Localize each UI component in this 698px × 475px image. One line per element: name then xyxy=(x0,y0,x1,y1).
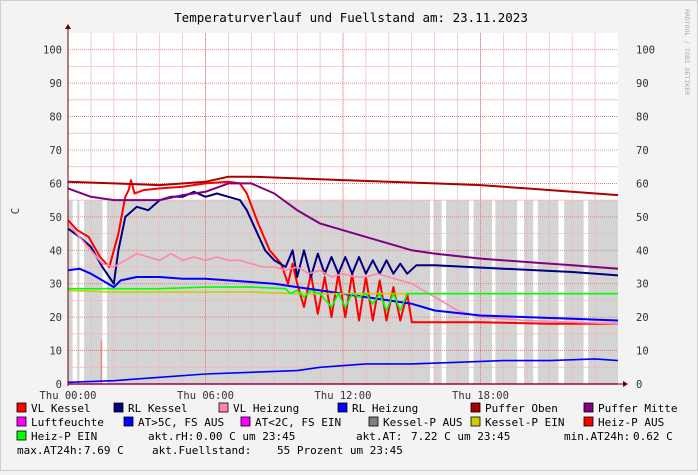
series-line xyxy=(67,175,619,197)
legend-swatch xyxy=(240,416,251,427)
y-axis-arrow xyxy=(65,24,71,29)
legend-swatch xyxy=(337,402,348,413)
legend-label: Puffer Oben xyxy=(485,402,558,415)
fill-level-area xyxy=(524,200,534,384)
status-value: 55 Prozent um 23:45 xyxy=(277,444,403,457)
legend-label: Luftfeuchte xyxy=(31,416,104,429)
y-tick-label-left: 0 xyxy=(56,379,62,391)
y-tick-label-right: 50 xyxy=(636,212,649,224)
status-value: 7.22 C um 23:45 xyxy=(411,430,510,443)
y-tick-label-left: 20 xyxy=(49,312,62,324)
y-tick-label-left: 30 xyxy=(49,279,62,291)
y-tick-label-right: 0 xyxy=(636,379,642,391)
fill-level-area xyxy=(433,200,442,384)
chart-title: Temperaturverlauf und Fuellstand am: 23.… xyxy=(174,10,528,25)
legend-label: RL Heizung xyxy=(352,402,418,415)
legend-label: Kessel-P EIN xyxy=(485,416,564,429)
fill-level-area xyxy=(473,200,492,384)
y-tick-label-left: 60 xyxy=(49,178,62,190)
fill-level-area xyxy=(564,200,584,384)
y-tick-label-right: 60 xyxy=(636,178,649,190)
legend-label: RL Kessel xyxy=(128,402,188,415)
legend-label: VL Kessel xyxy=(31,402,91,415)
series-line xyxy=(67,358,619,384)
status-value: 0.00 C um 23:45 xyxy=(196,430,295,443)
y-tick-label-right: 80 xyxy=(636,112,649,124)
y-tick-label-right: 20 xyxy=(636,312,649,324)
legend-swatch xyxy=(583,416,594,427)
fill-level-area xyxy=(495,200,518,384)
legend-label: Heiz-P AUS xyxy=(598,416,664,429)
status-label: akt.AT: xyxy=(356,430,402,443)
fill-level-area xyxy=(77,200,80,384)
fill-level-area xyxy=(68,200,73,384)
series-line xyxy=(67,179,618,325)
y-tick-label-left: 70 xyxy=(49,145,62,157)
y-tick-label-left: 40 xyxy=(49,245,62,257)
legend-label: AT<2C, FS EIN xyxy=(255,416,341,429)
fill-level-area xyxy=(588,200,618,384)
y-tick-label-right: 90 xyxy=(636,78,649,90)
series-line xyxy=(67,222,619,325)
status-value: 7.69 C xyxy=(84,444,124,457)
legend-label: AT>5C, FS AUS xyxy=(138,416,224,429)
y-tick-label-right: 40 xyxy=(636,245,649,257)
x-tick-label: Thu 12:00 xyxy=(315,390,372,402)
status-label: max.AT24h: xyxy=(17,444,83,457)
legend-swatch xyxy=(16,430,27,441)
y-tick-label-right: 100 xyxy=(636,45,655,57)
y-tick-label-right: 10 xyxy=(636,346,649,358)
legend-label: VL Heizung xyxy=(233,402,299,415)
x-axis-arrow xyxy=(623,381,628,387)
fill-level-area xyxy=(537,200,559,384)
legend-label: Kessel-P AUS xyxy=(383,416,462,429)
legend-swatch xyxy=(16,416,27,427)
y-tick-label-left: 80 xyxy=(49,112,62,124)
y-tick-label-right: 30 xyxy=(636,279,649,291)
y-tick-label-left: 90 xyxy=(49,78,62,90)
series-line xyxy=(67,190,619,285)
status-label: akt.rH: xyxy=(148,430,194,443)
legend-swatch xyxy=(16,402,27,413)
legend-swatch xyxy=(123,416,134,427)
legend-swatch xyxy=(470,416,481,427)
y-axis-label: C xyxy=(9,208,22,215)
series-line xyxy=(67,267,619,322)
series-line xyxy=(68,286,618,312)
x-tick-label: Thu 00:00 xyxy=(40,390,97,402)
y-tick-label-right: 70 xyxy=(636,145,649,157)
x-tick-label: Thu 06:00 xyxy=(177,390,234,402)
legend-swatch xyxy=(218,402,229,413)
y-tick-label-left: 10 xyxy=(49,346,62,358)
status-label: min.AT24h: xyxy=(564,430,630,443)
watermark: RRDTOOL / TOBI OETIKER xyxy=(683,9,691,95)
legend-label: Puffer Mitte xyxy=(598,402,677,415)
x-tick-label: Thu 18:00 xyxy=(452,390,509,402)
status-label: akt.Fuellstand: xyxy=(152,444,251,457)
legend-label: Heiz-P EIN xyxy=(31,430,97,443)
legend-swatch xyxy=(368,416,379,427)
y-tick-label-left: 100 xyxy=(43,45,62,57)
status-value: 0.62 C xyxy=(633,430,673,443)
y-tick-label-left: 50 xyxy=(49,212,62,224)
legend-swatch xyxy=(113,402,124,413)
legend-swatch xyxy=(470,402,481,413)
legend-swatch xyxy=(583,402,594,413)
series-line xyxy=(67,182,619,270)
